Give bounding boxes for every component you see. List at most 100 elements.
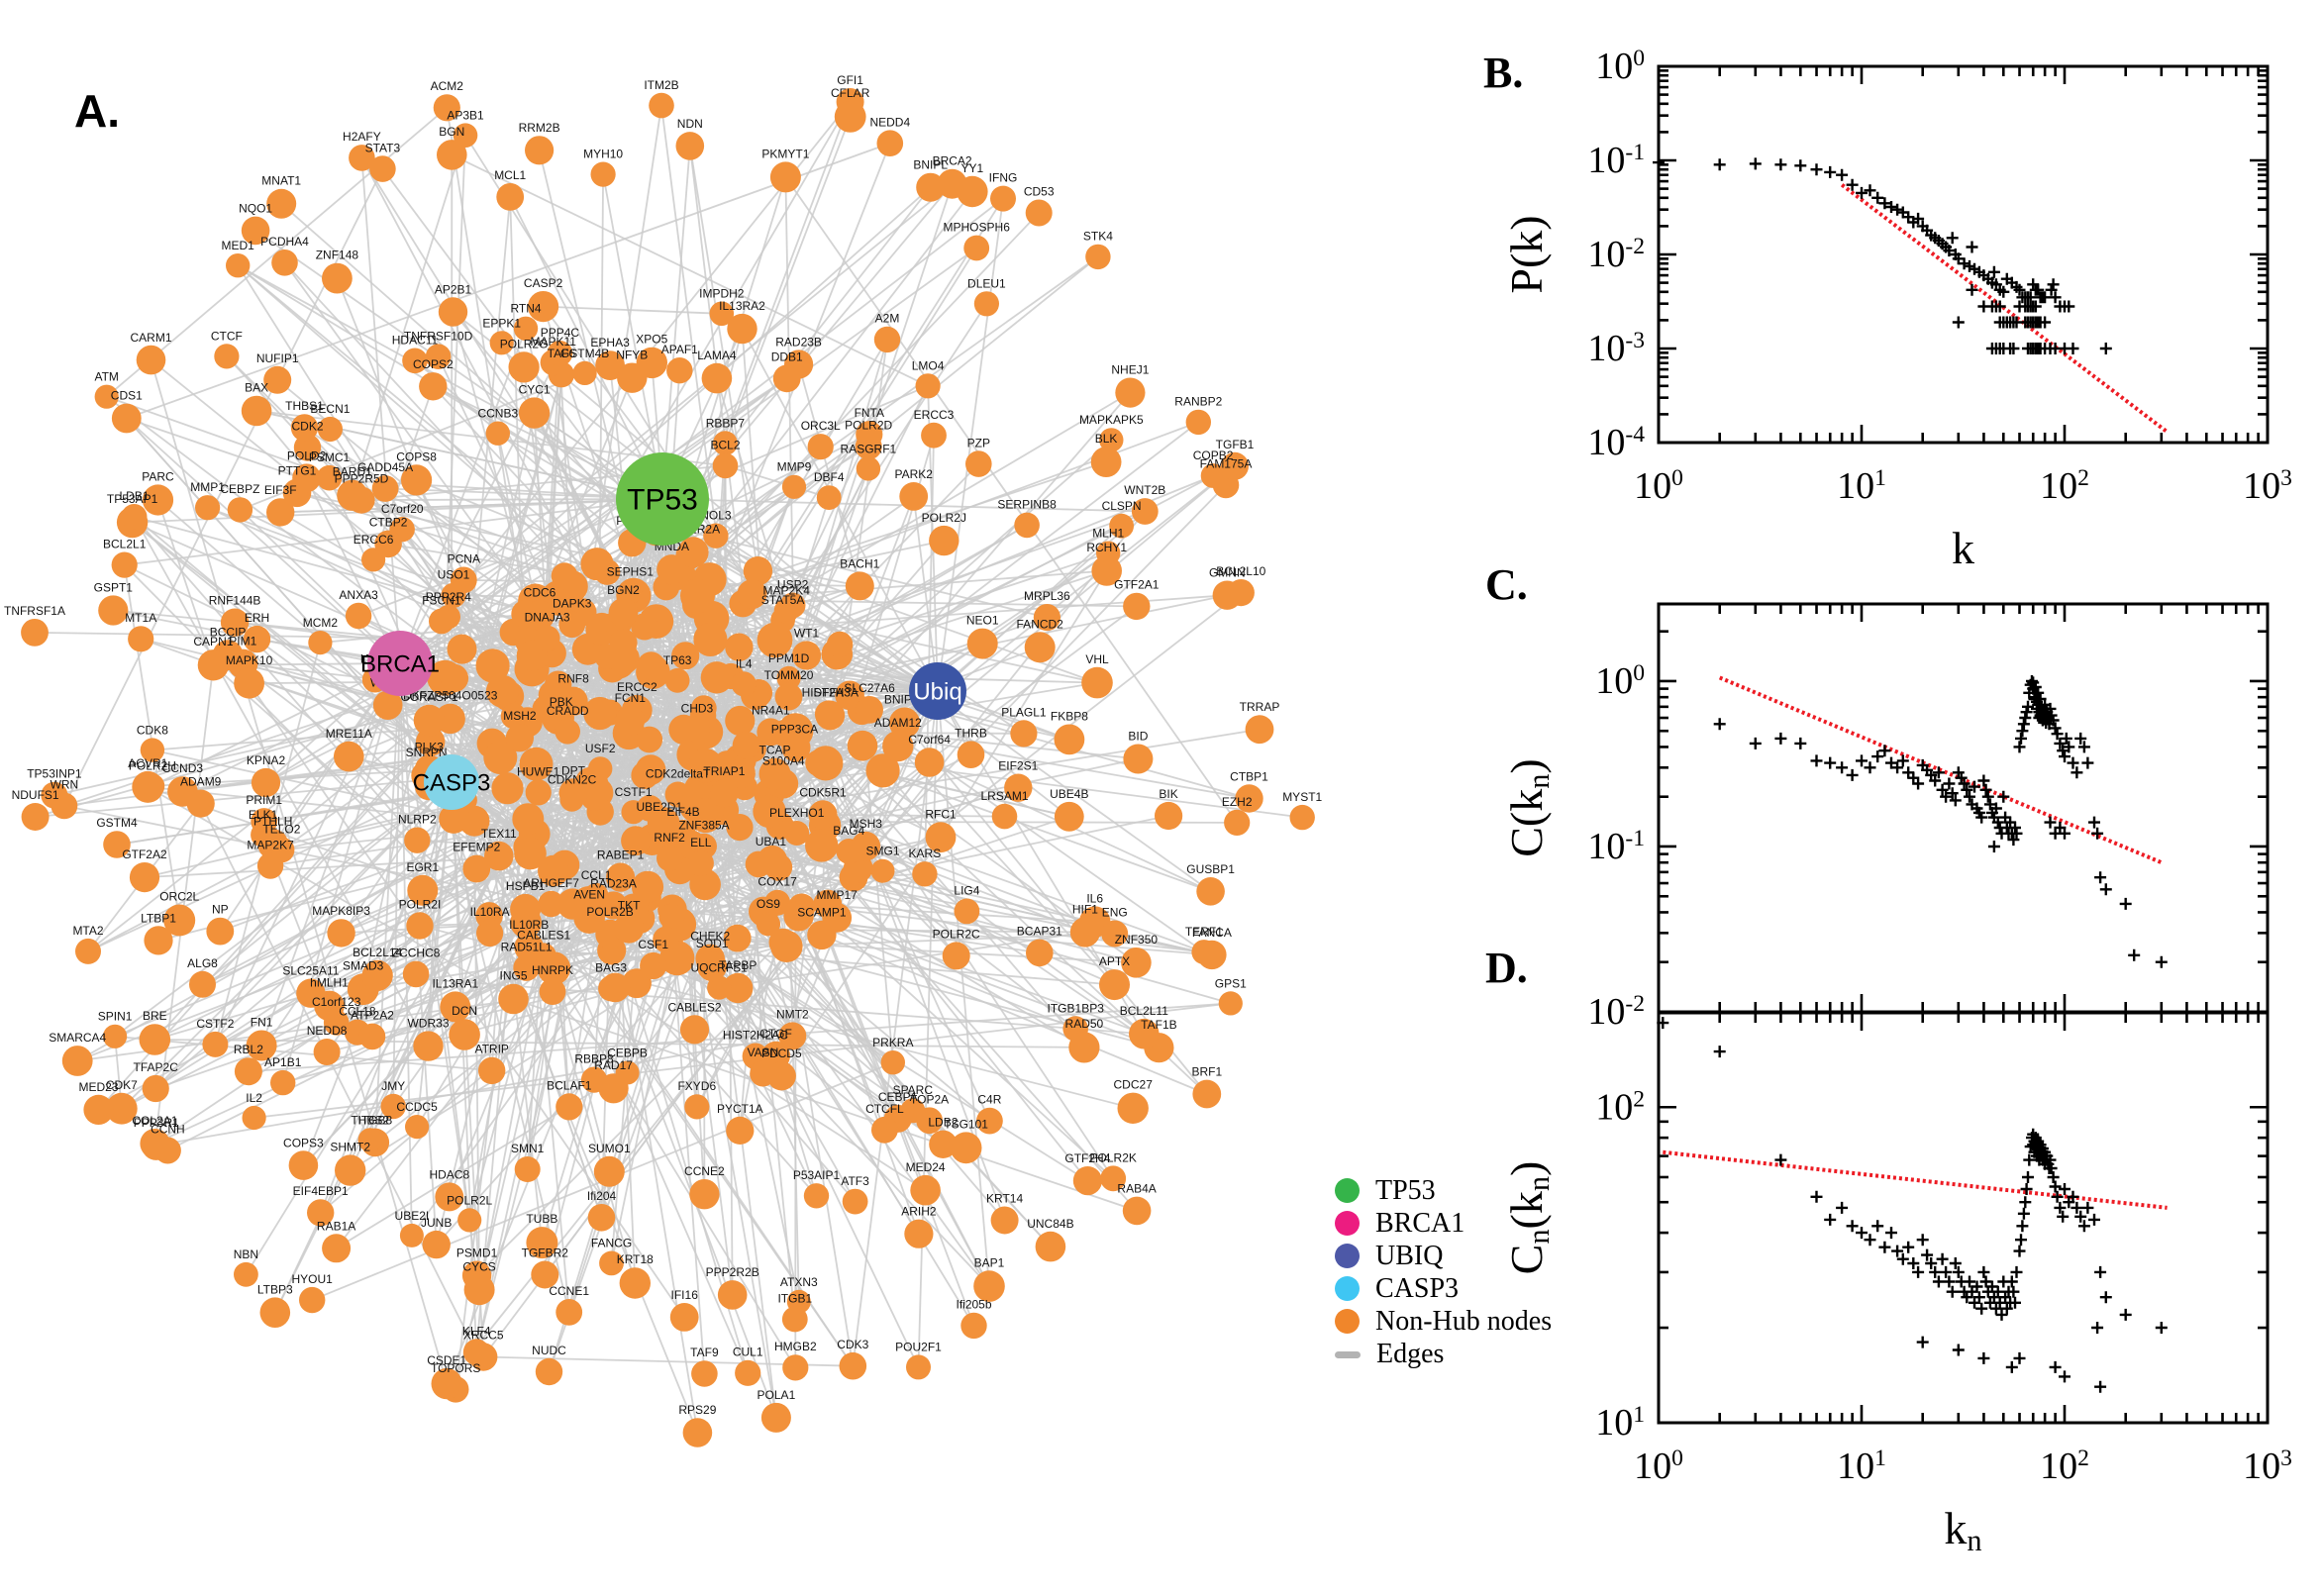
node-label: RBL2 xyxy=(234,1043,263,1056)
hub-label: Ubiq xyxy=(913,678,961,705)
non-hub-node xyxy=(954,898,980,925)
node-label: PYCT1A xyxy=(717,1102,763,1116)
node-label: WRN xyxy=(50,778,79,792)
non-hub-node xyxy=(773,598,799,624)
node-label: MAPK8IP3 xyxy=(312,904,370,918)
non-hub-node xyxy=(299,1286,326,1314)
node-label: IL10RA xyxy=(470,905,510,919)
node-label: MT1A xyxy=(125,611,156,625)
node-label: GPS1 xyxy=(1215,976,1247,990)
node-label: BNIPL xyxy=(913,158,948,172)
non-hub-node xyxy=(658,903,685,930)
node-label: NBN xyxy=(234,1247,258,1261)
node-label: BRE xyxy=(143,1009,167,1023)
node-label: CSTF2 xyxy=(196,1017,234,1031)
non-hub-node xyxy=(976,1107,1003,1135)
node-label: RCHY1 xyxy=(1086,541,1127,554)
node-label: SCAMP1 xyxy=(797,906,847,920)
plot-frame xyxy=(1657,1011,2270,1425)
node-label: ELK1 xyxy=(249,808,278,822)
non-hub-node xyxy=(144,926,173,955)
node-label: Ifi204 xyxy=(587,1189,617,1203)
node-label: MED24 xyxy=(906,1160,946,1174)
node-label: SEPHS1 xyxy=(607,565,655,579)
hub-node-ubiq xyxy=(909,662,966,720)
non-hub-node xyxy=(1185,409,1212,436)
non-hub-node xyxy=(132,770,164,803)
non-hub-node xyxy=(290,414,319,442)
node-label: PLK3 xyxy=(415,740,445,753)
node-label: CHD3 xyxy=(681,702,714,716)
non-hub-node xyxy=(270,1069,296,1096)
legend-label: BRCA1 xyxy=(1375,1207,1465,1239)
node-label: PARK2 xyxy=(894,467,933,481)
node-label: ACM2 xyxy=(431,79,464,93)
scatter-points xyxy=(1653,156,2112,354)
non-hub-node xyxy=(525,136,555,165)
node-label: THRB xyxy=(955,727,987,741)
non-hub-node xyxy=(876,130,904,156)
non-hub-node xyxy=(195,495,221,521)
node-label: BAX xyxy=(245,381,268,395)
non-hub-node xyxy=(572,360,597,385)
node-label: LTBP1 xyxy=(141,911,176,925)
non-hub-node xyxy=(227,497,253,523)
legend-item: Edges xyxy=(1335,1338,1552,1370)
node-label: RABEP1 xyxy=(597,848,645,862)
non-hub-node xyxy=(469,1343,498,1371)
non-hub-node xyxy=(618,579,643,604)
node-label: HIST2H3A xyxy=(802,686,858,700)
node-label: MCM2 xyxy=(303,616,339,630)
non-hub-node xyxy=(727,313,758,345)
non-hub-node xyxy=(723,972,754,1004)
node-label: NEO1 xyxy=(966,614,999,628)
node-label: NDUFS1 xyxy=(12,788,59,802)
non-hub-node xyxy=(688,748,723,783)
node-label: POLA1 xyxy=(758,1388,796,1402)
node-label: ATF3 xyxy=(841,1174,869,1188)
non-hub-node xyxy=(491,772,524,805)
non-hub-node xyxy=(419,372,448,401)
panel-a-label: A. xyxy=(74,85,120,137)
node-label: MAPK10 xyxy=(226,653,273,667)
non-hub-node xyxy=(498,983,529,1015)
non-hub-node xyxy=(1054,724,1085,755)
node-label: IL13RA1 xyxy=(432,977,478,991)
non-hub-node xyxy=(914,748,945,777)
non-hub-node xyxy=(202,1031,229,1057)
non-hub-node xyxy=(856,421,883,449)
node-label: PRIM1 xyxy=(246,793,282,807)
node-label: RAD50 xyxy=(1065,1017,1104,1031)
node-label: PDCD5 xyxy=(761,1047,802,1060)
node-label: RBBP7 xyxy=(706,416,746,430)
node-label: ARHGEF7 xyxy=(523,876,579,890)
node-label: MSH2 xyxy=(503,709,537,723)
node-label: TEX11 xyxy=(481,827,517,841)
node-label: ADAM9 xyxy=(180,775,222,789)
node-label: BCL2L1 xyxy=(103,538,147,551)
non-hub-node xyxy=(675,132,705,160)
non-hub-node xyxy=(401,464,433,496)
node-label: CDK7 xyxy=(106,1078,138,1092)
node-label: ACVR1 xyxy=(128,756,167,770)
non-hub-node xyxy=(856,456,881,481)
node-label: CSF1 xyxy=(638,938,668,951)
node-label: TAPBP xyxy=(719,958,757,972)
non-hub-node xyxy=(619,1267,651,1299)
non-hub-node xyxy=(510,893,542,925)
y-tick-label: 10-1 xyxy=(1587,826,1645,867)
non-hub-node xyxy=(1081,666,1113,699)
node-label: USF2 xyxy=(585,742,616,755)
node-label: TAF1B xyxy=(1141,1018,1176,1032)
node-label: BCL2L10 xyxy=(1216,564,1265,578)
non-hub-node xyxy=(687,849,714,877)
non-hub-node xyxy=(753,794,786,829)
non-hub-node xyxy=(334,741,364,772)
non-hub-node xyxy=(1122,1196,1152,1226)
non-hub-node xyxy=(242,1105,266,1131)
node-label: COPS3 xyxy=(283,1136,324,1149)
node-label: BARD1 xyxy=(333,465,372,479)
non-hub-node xyxy=(1099,428,1124,452)
node-label: DPT xyxy=(561,763,586,777)
node-label: STAT5A xyxy=(761,593,805,607)
